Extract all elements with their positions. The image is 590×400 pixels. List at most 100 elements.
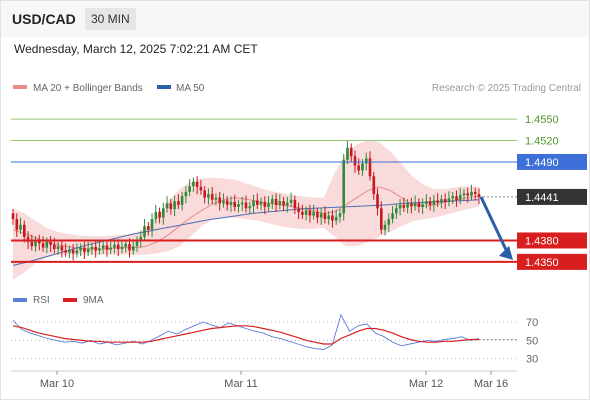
ma9-legend-label: 9MA (83, 295, 104, 306)
candle-body (180, 196, 184, 205)
candle-body (26, 236, 30, 242)
candle-body (60, 246, 64, 251)
chart-header: USD/CAD 30 MIN (1, 1, 589, 37)
forecast-arrow-head (499, 245, 513, 260)
candle-body (319, 213, 323, 218)
candle-body (473, 191, 477, 194)
candle-body (94, 246, 97, 251)
candle-body (56, 246, 60, 250)
candle-body (244, 202, 248, 209)
candle-body (165, 203, 169, 209)
candle-body (218, 197, 221, 204)
symbol-label: USD/CAD (12, 11, 76, 27)
candle-body (323, 213, 327, 219)
candle-body (83, 247, 86, 252)
candle-body (357, 165, 360, 171)
candle-body (462, 193, 466, 196)
candle-body (263, 201, 267, 207)
level-tag-1.4350 (517, 253, 587, 270)
candle-body (41, 243, 45, 248)
candle-body (248, 206, 252, 209)
candle-body (199, 186, 203, 191)
candle-body (203, 190, 206, 198)
candle-body (64, 250, 67, 253)
candle-body (128, 244, 131, 251)
candle-body (113, 244, 116, 248)
timestamp: Wednesday, March 12, 2025 7:02:21 AM CET (14, 42, 258, 56)
candle-body (192, 181, 195, 187)
candle-body (376, 194, 379, 209)
candle-body (470, 191, 473, 196)
candle-body (38, 240, 41, 244)
rsi-series-9MA (12, 325, 479, 345)
candle-body (34, 240, 37, 247)
candle-body (11, 213, 15, 219)
ma50-line (12, 199, 480, 266)
candle-body (372, 176, 376, 194)
candle-body (214, 197, 218, 200)
candle-body (289, 199, 293, 203)
candle-body (421, 204, 424, 207)
candle-body (98, 248, 101, 251)
candle-body (105, 245, 109, 250)
level-label-1.4490: 1.4490 (525, 157, 559, 169)
candle-body (120, 246, 124, 249)
candle-body (256, 200, 259, 205)
candle-body (71, 249, 75, 254)
candle-body (436, 200, 439, 203)
candle-body (132, 246, 135, 251)
candle-body (173, 201, 176, 210)
candle-body (252, 200, 255, 207)
level-label-1.4380: 1.4380 (525, 235, 559, 247)
candle-body (316, 211, 319, 218)
forecast-arrow-shaft (479, 196, 509, 253)
candle-body (207, 194, 210, 198)
candle-body (301, 211, 304, 215)
candle-body (195, 181, 199, 187)
candle-body (229, 201, 233, 205)
candle-body (49, 241, 52, 245)
candle-body (79, 247, 82, 251)
credit-label: Research © 2025 Trading Central (432, 83, 581, 94)
candle-body (365, 158, 368, 164)
candle-body (440, 199, 443, 203)
candle-body (90, 246, 94, 249)
rsi-legend-label: RSI (33, 295, 50, 306)
ma9-legend-swatch (63, 298, 77, 302)
candle-body (267, 203, 270, 207)
current-price-tag (517, 188, 587, 205)
candle-body (342, 159, 345, 214)
rsi-tick-30: 30 (526, 354, 538, 366)
candle-body (53, 244, 56, 249)
candle-body (139, 236, 143, 241)
candle-body (184, 191, 188, 197)
candle-body (368, 158, 372, 177)
candle-body (158, 211, 161, 218)
level-label-1.4350: 1.4350 (525, 257, 559, 269)
candle-body (23, 224, 26, 237)
candle-body (109, 247, 112, 250)
candle-body (308, 210, 312, 216)
candle-body (225, 200, 229, 205)
candle-body (361, 163, 364, 171)
candle-body (346, 147, 349, 160)
candle-body (398, 204, 402, 209)
timeframe-button[interactable]: 30 MIN (85, 8, 136, 30)
candle-body (353, 156, 357, 166)
candle-body (116, 244, 120, 249)
candle-body (240, 202, 244, 205)
candle-body (312, 211, 315, 216)
rsi-layer: 70 50 30 (11, 313, 538, 366)
candle-body (278, 201, 282, 205)
x-tick-label: Mar 16 (474, 378, 508, 390)
candle-body (425, 201, 428, 205)
ma50-legend-swatch (157, 85, 171, 89)
candle-body (349, 147, 353, 157)
candle-body (150, 219, 154, 230)
candle-body (86, 249, 90, 252)
candle-body (233, 201, 236, 207)
current-price-label: 1.4441 (525, 192, 559, 204)
candle-body (19, 224, 22, 230)
candle-body (338, 213, 342, 217)
